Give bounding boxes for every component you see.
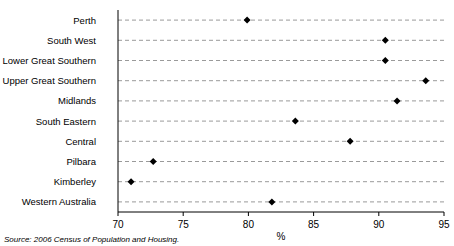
- category-label: Lower Great Southern: [3, 55, 96, 66]
- x-axis-label: %: [277, 231, 286, 242]
- x-tick: [444, 212, 445, 216]
- dot: [394, 97, 401, 104]
- category-label: South West: [47, 35, 96, 46]
- source-note: Source: 2006 Census of Population and Ho…: [4, 235, 179, 244]
- x-tick: [183, 212, 184, 216]
- grid-line: [118, 121, 444, 122]
- grid-line: [118, 161, 444, 162]
- x-tick-label: 95: [438, 219, 450, 230]
- x-tick-label: 85: [308, 219, 320, 230]
- x-tick: [378, 212, 379, 216]
- x-tick: [118, 212, 119, 216]
- dot: [382, 37, 389, 44]
- dot: [382, 57, 389, 64]
- category-label: Perth: [73, 15, 96, 26]
- dot: [347, 138, 354, 145]
- chart: 70 75 80 85 90 95 Perth South West Lower Great S…: [0, 0, 454, 246]
- grid-line: [118, 20, 444, 21]
- dot: [128, 178, 135, 185]
- y-axis: [118, 10, 119, 212]
- marks: [128, 17, 430, 206]
- category-label: Central: [65, 136, 96, 147]
- category-label: Midlands: [58, 95, 96, 106]
- grid-line: [118, 80, 444, 81]
- dot: [150, 158, 157, 165]
- x-tick: [248, 212, 249, 216]
- grid-line: [118, 141, 444, 142]
- category-label: Western Australia: [22, 196, 97, 207]
- grid-line: [118, 40, 444, 41]
- category-label: Upper Great Southern: [3, 75, 96, 86]
- dot: [422, 77, 429, 84]
- x-tick: [313, 212, 314, 216]
- category-label: Pilbara: [66, 156, 96, 167]
- dot: [268, 198, 275, 205]
- category-label: Kimberley: [54, 176, 96, 187]
- x-tick-label: 90: [373, 219, 385, 230]
- dot: [292, 118, 299, 125]
- x-tick-label: 75: [178, 219, 190, 230]
- category-label: South Eastern: [36, 116, 96, 127]
- grid-line: [118, 60, 444, 61]
- grid-line: [118, 181, 444, 182]
- x-tick-label: 80: [243, 219, 255, 230]
- dot: [244, 17, 251, 24]
- x-tick-label: 70: [112, 219, 124, 230]
- x-axis: [118, 212, 444, 213]
- grid-line: [118, 201, 444, 202]
